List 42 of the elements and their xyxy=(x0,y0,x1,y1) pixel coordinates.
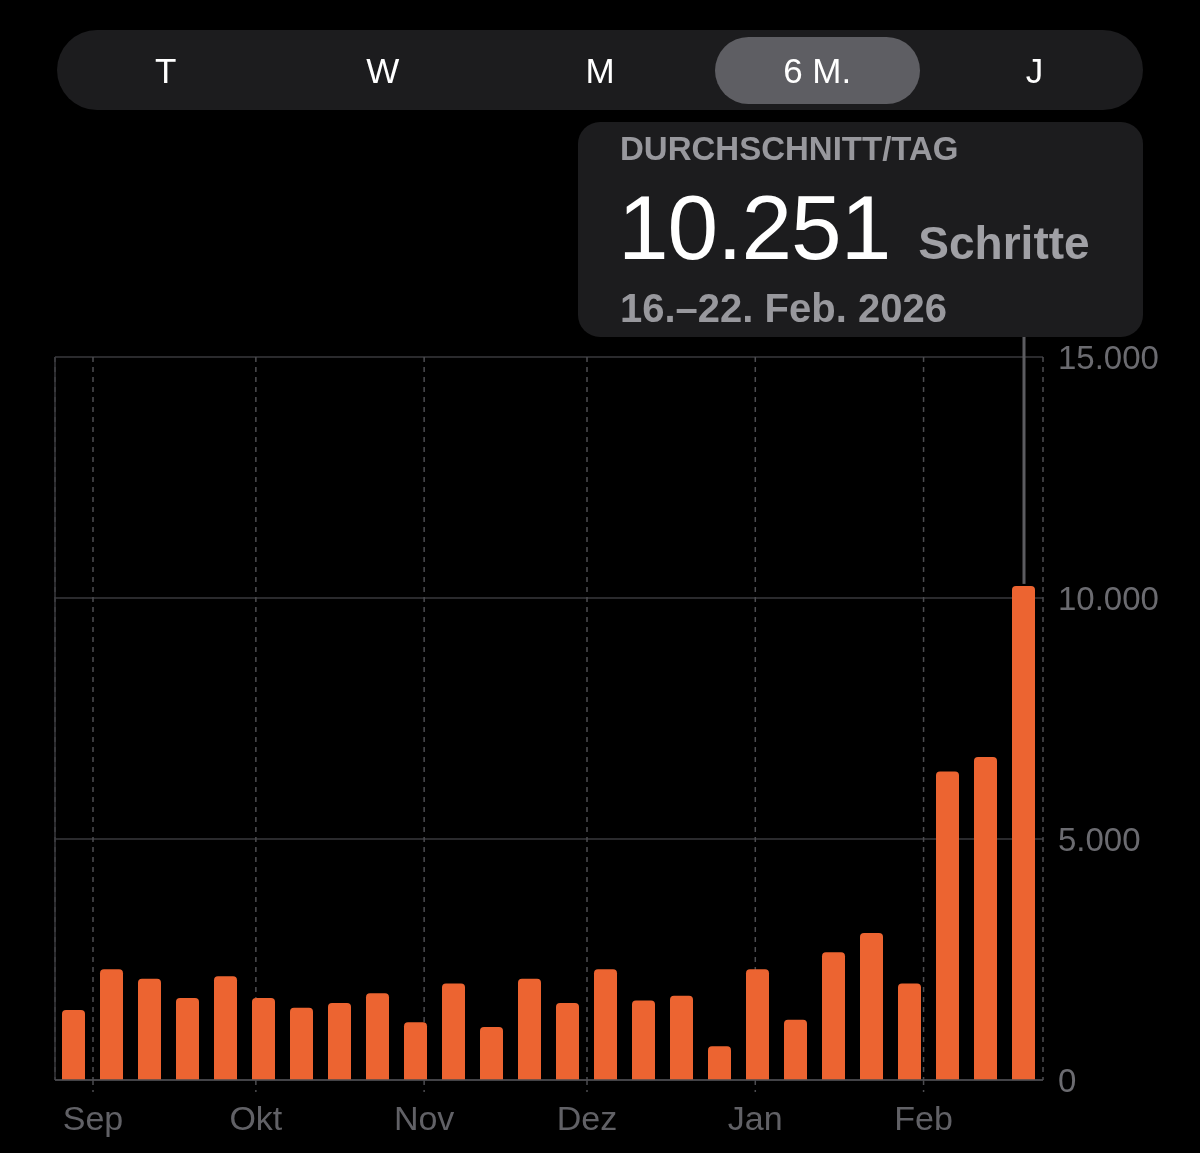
bar xyxy=(1012,585,1035,1080)
bar xyxy=(556,1002,579,1080)
bar xyxy=(290,1007,313,1080)
x-tick-label: Okt xyxy=(229,1099,283,1137)
tab[interactable]: W xyxy=(366,52,400,88)
callout-card: DURCHSCHNITT/TAG 10.251 Schritte 16.–22. Feb. 2026 xyxy=(578,122,1143,337)
x-tick-label: Feb xyxy=(894,1099,953,1137)
bar xyxy=(404,1022,427,1080)
bar xyxy=(822,952,845,1080)
y-tick-label: 0 xyxy=(1058,1061,1077,1099)
bar xyxy=(670,995,693,1080)
bar xyxy=(936,771,959,1080)
bar xyxy=(138,978,161,1080)
bar xyxy=(442,983,465,1080)
bar xyxy=(518,978,541,1080)
tab[interactable]: T xyxy=(154,52,177,88)
bar xyxy=(784,1019,807,1080)
bar xyxy=(100,969,123,1080)
tab[interactable]: J xyxy=(1025,52,1044,88)
bar xyxy=(746,969,769,1080)
y-tick-label: 15.000 xyxy=(1058,338,1159,376)
x-tick-label: Jan xyxy=(727,1099,783,1137)
selected-tab[interactable]: 6 M. xyxy=(714,36,920,104)
bar xyxy=(214,976,237,1080)
bar xyxy=(176,998,199,1080)
bar xyxy=(594,969,617,1080)
bar xyxy=(860,932,883,1080)
bar xyxy=(708,1046,731,1080)
x-tick-label: Nov xyxy=(393,1099,455,1137)
bar xyxy=(62,1010,85,1080)
y-tick-label: 10.000 xyxy=(1058,579,1159,617)
bar xyxy=(252,998,275,1080)
bar xyxy=(480,1026,503,1080)
bar xyxy=(366,993,389,1080)
x-tick-label: Sep xyxy=(62,1099,124,1137)
bar xyxy=(632,1000,655,1080)
x-tick-label: Dez xyxy=(556,1099,618,1137)
bar xyxy=(328,1002,351,1080)
bar xyxy=(898,983,921,1080)
tab[interactable]: M xyxy=(585,52,615,88)
y-tick-label: 5.000 xyxy=(1058,820,1141,858)
bar xyxy=(974,757,997,1080)
